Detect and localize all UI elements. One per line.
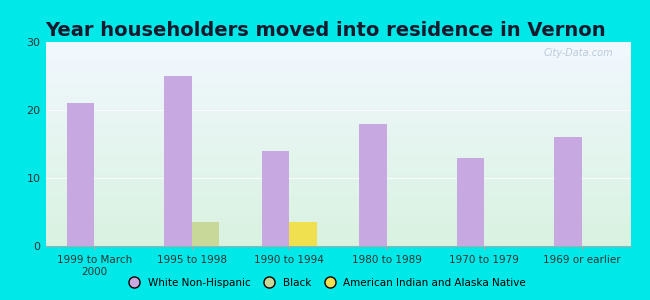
Legend: White Non-Hispanic, Black, American Indian and Alaska Native: White Non-Hispanic, Black, American Indi… — [120, 274, 530, 292]
Bar — [262, 151, 289, 246]
Bar — [192, 222, 219, 246]
Bar — [554, 137, 582, 246]
Bar — [67, 103, 94, 246]
Bar — [359, 124, 387, 246]
Bar — [457, 158, 484, 246]
Text: City-Data.com: City-Data.com — [543, 48, 613, 58]
Text: Year householders moved into residence in Vernon: Year householders moved into residence i… — [45, 21, 605, 40]
Bar — [164, 76, 192, 246]
Bar — [289, 222, 317, 246]
